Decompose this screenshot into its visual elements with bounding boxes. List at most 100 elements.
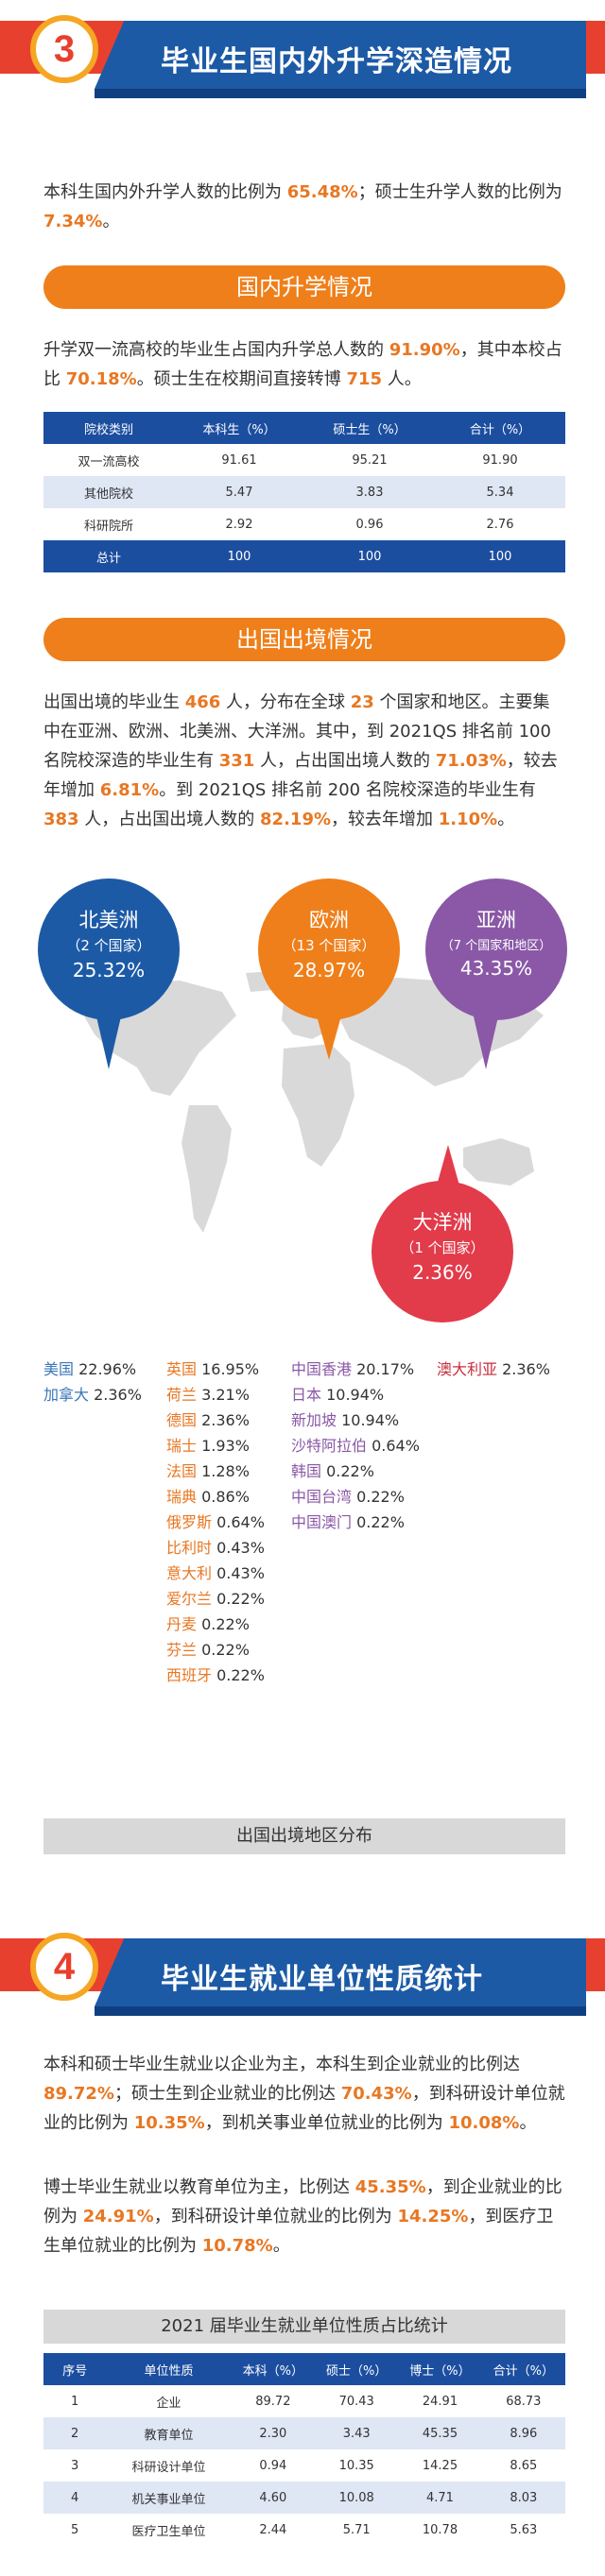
country-list-europe: 英国 16.95% 荷兰 3.21% 德国 2.36% 瑞士 1.93% 法国 … <box>166 1356 265 1688</box>
country-percent: 20.17% <box>356 1360 415 1378</box>
table-header-cell: 本科生（%） <box>174 412 304 444</box>
table-cell: 5.34 <box>435 476 565 508</box>
table-header-cell: 单位性质 <box>106 2353 232 2385</box>
bubble-sub: （7 个国家和地区） <box>441 939 552 953</box>
table-cell: 70.43 <box>315 2385 399 2417</box>
employment-table-title: 2021 届毕业生就业单位性质占比统计 <box>43 2310 565 2344</box>
banner-dark-strip <box>95 2006 586 2016</box>
text-run: 人，分布在全球 <box>220 692 351 712</box>
table-cell: 100 <box>304 540 435 572</box>
country-name: 日本 <box>291 1386 322 1404</box>
text-run: ，其中本校占比 <box>43 340 562 389</box>
country-name: 荷兰 <box>166 1386 198 1404</box>
text-run: 人。 <box>382 369 422 389</box>
country-item: 芬兰 0.22% <box>166 1637 265 1663</box>
abroad-heading-pill: 出国出境情况 <box>43 618 565 661</box>
bubble-name: 欧洲 <box>309 909 349 931</box>
country-percent: 1.28% <box>201 1462 250 1480</box>
table-cell: 91.61 <box>174 444 304 476</box>
table-cell: 8.96 <box>481 2417 565 2449</box>
table-total-row: 总计 100 100 100 <box>43 540 565 572</box>
table-header-cell: 院校类别 <box>43 412 174 444</box>
text-run: ，到企业就业的比例为 <box>43 2177 562 2226</box>
table-cell: 双一流高校 <box>43 444 174 476</box>
country-item: 意大利 0.43% <box>166 1561 265 1586</box>
country-list-oceania: 澳大利亚 2.36% <box>437 1356 550 1382</box>
highlight-number: 466 <box>184 692 221 712</box>
table-header-cell: 本科（%） <box>231 2353 316 2385</box>
country-percent: 16.95% <box>201 1360 260 1378</box>
country-percent: 0.86% <box>201 1488 250 1506</box>
table-cell: 24.91 <box>398 2385 482 2417</box>
text-run: 。 <box>519 2113 537 2133</box>
country-percent: 10.94% <box>341 1411 400 1429</box>
country-name: 英国 <box>166 1360 198 1378</box>
country-percent: 22.96% <box>78 1360 137 1378</box>
domestic-table: 院校类别 本科生（%） 硕士生（%） 合计（%） 双一流高校 91.61 95.… <box>43 412 565 572</box>
table-cell: 总计 <box>43 540 174 572</box>
table-cell: 4 <box>43 2482 107 2514</box>
highlight-number: 14.25% <box>397 2207 469 2226</box>
bubble-pointer <box>316 1013 342 1060</box>
highlight-number: 91.90% <box>389 340 460 360</box>
table-cell: 5.47 <box>174 476 304 508</box>
table-cell: 科研院所 <box>43 508 174 540</box>
country-name: 芬兰 <box>166 1641 198 1659</box>
table-cell: 医疗卫生单位 <box>106 2514 232 2546</box>
australia-landmass <box>463 1138 534 1186</box>
bubble-pointer <box>95 1013 122 1069</box>
highlight-number: 10.78% <box>201 2236 273 2256</box>
table-header-cell: 合计（%） <box>435 412 565 444</box>
country-list-asia: 中国香港 20.17% 日本 10.94% 新加坡 10.94% 沙特阿拉伯 0… <box>291 1356 420 1535</box>
country-percent: 0.22% <box>216 1590 265 1608</box>
table-cell: 2.92 <box>174 508 304 540</box>
table-cell: 8.03 <box>481 2482 565 2514</box>
country-item: 比利时 0.43% <box>166 1535 265 1561</box>
text-run: ，较去年增加 <box>331 810 439 829</box>
table-cell: 5.71 <box>315 2514 399 2546</box>
table-cell: 100 <box>435 540 565 572</box>
highlight-number: 331 <box>218 751 255 771</box>
country-name: 德国 <box>166 1411 198 1429</box>
country-item: 俄罗斯 0.64% <box>166 1510 265 1535</box>
table-header-cell: 硕士（%） <box>315 2353 399 2385</box>
table-cell: 89.72 <box>231 2385 316 2417</box>
highlight-number: 10.08% <box>448 2113 520 2133</box>
table-row: 5 医疗卫生单位 2.44 5.71 10.78 5.63 <box>43 2514 565 2546</box>
table-header-cell: 博士（%） <box>398 2353 482 2385</box>
text-run: 。 <box>497 810 515 829</box>
bubble-name: 大洋洲 <box>412 1211 473 1234</box>
bubble-name: 亚洲 <box>476 909 516 931</box>
table-cell: 2.76 <box>435 508 565 540</box>
country-item: 西班牙 0.22% <box>166 1663 265 1688</box>
banner-blue-band <box>95 1938 586 2006</box>
text-run: 。 <box>272 2236 290 2256</box>
highlight-number: 7.34% <box>43 212 103 231</box>
country-name: 意大利 <box>166 1564 213 1582</box>
table-cell: 2.30 <box>231 2417 316 2449</box>
country-item: 法国 1.28% <box>166 1459 265 1484</box>
table-row: 3 科研设计单位 0.94 10.35 14.25 8.65 <box>43 2449 565 2482</box>
domestic-paragraph: 升学双一流高校的毕业生占国内升学总人数的 91.90%，其中本校占比 70.18… <box>43 335 565 394</box>
domestic-heading-pill: 国内升学情况 <box>43 265 565 309</box>
text-run: 博士毕业生就业以教育单位为主，比例达 <box>43 2177 355 2197</box>
table-header-row: 院校类别 本科生（%） 硕士生（%） 合计（%） <box>43 412 565 444</box>
bubble-percent: 25.32% <box>72 959 146 981</box>
country-percent: 2.36% <box>94 1386 142 1404</box>
highlight-number: 45.35% <box>354 2177 426 2197</box>
text-run: 出国出境的毕业生 <box>43 692 185 712</box>
bubble-sub: （1 个国家） <box>400 1239 485 1256</box>
table-cell: 5.63 <box>481 2514 565 2546</box>
country-percent: 0.22% <box>216 1666 265 1684</box>
table-cell: 8.65 <box>481 2449 565 2482</box>
highlight-number: 715 <box>346 369 383 389</box>
country-percent: 0.22% <box>326 1462 374 1480</box>
bubble-percent: 28.97% <box>292 959 366 981</box>
text-run: ，到科研设计单位就业的比例为 <box>43 2084 565 2133</box>
highlight-number: 71.03% <box>435 751 507 771</box>
country-percent: 0.64% <box>372 1437 420 1455</box>
highlight-number: 10.35% <box>133 2113 205 2133</box>
country-item: 德国 2.36% <box>166 1407 265 1433</box>
section-3-banner: 3 毕业生国内外升学深造情况 <box>0 0 605 98</box>
country-percent: 10.94% <box>326 1386 385 1404</box>
